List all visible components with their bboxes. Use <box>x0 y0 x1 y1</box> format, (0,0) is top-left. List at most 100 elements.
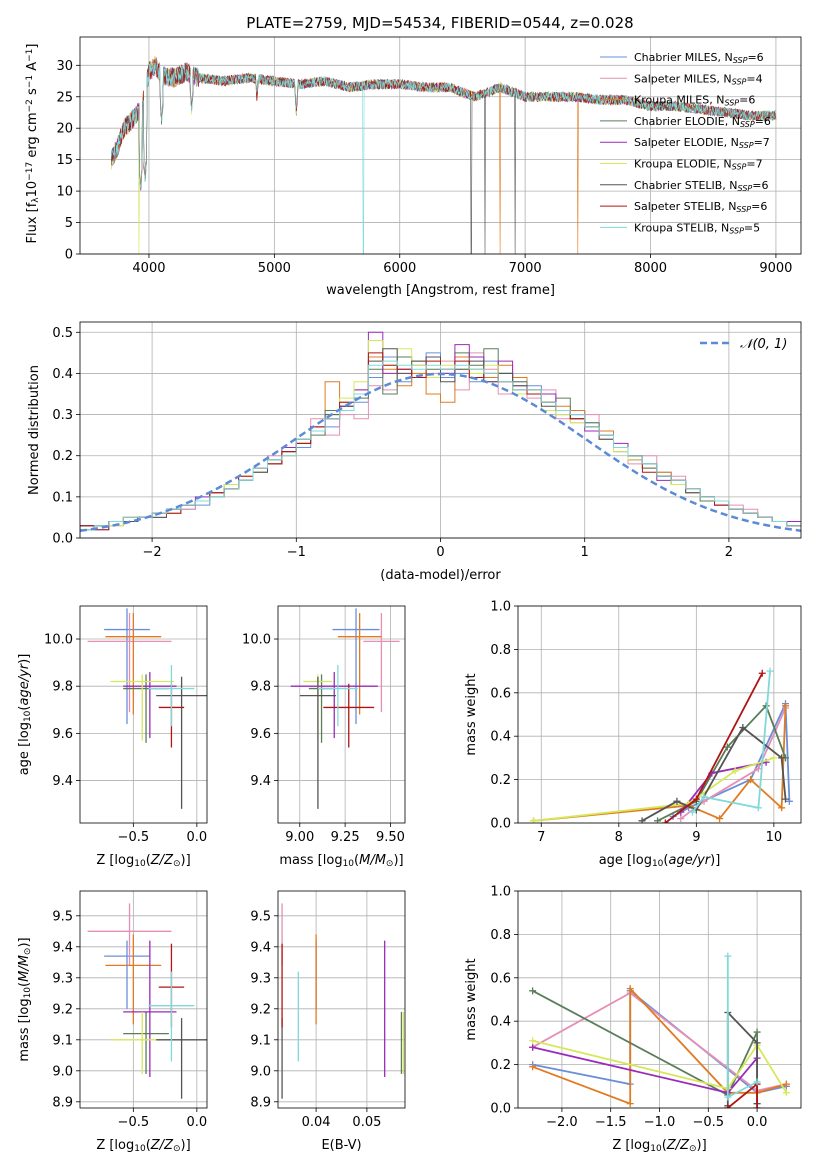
error-bar-point <box>323 683 375 748</box>
weight-marker <box>731 767 739 775</box>
weight-marker <box>770 754 778 762</box>
y-tick-label: 9.3 <box>250 971 271 986</box>
x-axis-label: Z [log10(Z/Z⊙)] <box>96 853 190 869</box>
weight-marker <box>673 797 681 805</box>
plot-area <box>87 903 207 1099</box>
x-tick-label: 10 <box>766 830 783 845</box>
axes-frame <box>277 605 406 824</box>
x-tick-label: 2 <box>725 545 733 560</box>
y-tick-label: 0.8 <box>490 928 511 943</box>
legend-entry: Kroupa ELODIE, NSSP=7 <box>634 158 763 172</box>
weight-line <box>641 726 787 822</box>
x-tick-label: 1 <box>581 545 589 560</box>
x-axis-label: Z [log10(Z/Z⊙)] <box>612 1138 706 1154</box>
axes-frame <box>79 321 802 539</box>
y-tick-label: 9.8 <box>250 680 271 695</box>
x-tick-label: 0.0 <box>186 830 207 845</box>
spectrum-line <box>111 60 777 254</box>
x-axis-label: E(B-V) <box>321 1138 361 1153</box>
y-tick-label: 1.0 <box>490 885 511 900</box>
error-bar-point <box>156 676 207 809</box>
error-bar-point <box>104 608 150 724</box>
y-tick-label: 0.2 <box>490 773 511 788</box>
error-bar-point <box>87 613 172 713</box>
weight-marker <box>529 1043 537 1051</box>
weight-line <box>532 986 787 1106</box>
y-tick-label: 0.4 <box>52 367 73 382</box>
y-tick-label: 1.0 <box>490 600 511 615</box>
y-tick-label: 0.3 <box>52 408 73 423</box>
y-tick-label: 0.1 <box>52 490 73 505</box>
x-tick-label: 0.0 <box>186 1115 207 1130</box>
y-tick-label: 9.2 <box>52 1002 73 1017</box>
weight-line <box>532 1039 788 1094</box>
y-tick-label: 0.8 <box>490 643 511 658</box>
y-tick-label: 0.0 <box>490 1102 511 1117</box>
y-tick-label: 0.2 <box>490 1058 511 1073</box>
y-tick-label: 8.9 <box>52 1095 73 1110</box>
panel-age-vs-Z: −0.5 0.0 9.4 9.6 9.8 10.0 Z [log10(Z/Z⊙)] age [… <box>17 605 208 869</box>
weight-marker <box>724 1093 732 1101</box>
panel-residual-histogram: −2 −1 0 1 2 0.0 0.1 0.2 0.3 0.4 0.5 𝒩(0, 1) (data-mo… <box>27 321 802 583</box>
y-tick-label: 9.5 <box>250 909 271 924</box>
error-bar-point <box>156 1018 207 1099</box>
weight-marker <box>754 804 762 812</box>
axes-frame <box>517 605 802 824</box>
x-tick-label: 8 <box>615 830 623 845</box>
y-tick-label: 30 <box>56 59 73 74</box>
y-tick-label: 9.2 <box>250 1002 271 1017</box>
x-tick-label: 8000 <box>634 261 667 276</box>
y-tick-label: 0.0 <box>52 532 73 547</box>
weight-marker <box>688 808 696 816</box>
weight-marker <box>778 754 786 762</box>
plot-area <box>80 331 801 538</box>
y-axis-label: Normed distribution <box>27 365 42 495</box>
x-tick-label: −2 <box>143 545 162 560</box>
error-bar-point <box>317 664 358 727</box>
x-tick-label: 0.04 <box>302 1115 331 1130</box>
gaussian-curve <box>80 372 801 533</box>
x-tick-label: 9 <box>692 830 700 845</box>
axes-frame <box>517 890 802 1109</box>
plot-area <box>281 903 405 1099</box>
y-tick-label: 9.4 <box>52 774 73 789</box>
weight-marker <box>626 1100 634 1108</box>
axes-frame <box>79 605 208 824</box>
y-tick-label: 9.3 <box>52 971 73 986</box>
y-tick-label: 9.6 <box>250 727 271 742</box>
x-tick-label: 6000 <box>383 261 416 276</box>
y-tick-label: 10.0 <box>242 633 271 648</box>
weight-marker <box>724 952 732 960</box>
weight-marker <box>661 819 669 823</box>
legend-entry: 𝒩(0, 1) <box>740 337 787 352</box>
y-axis-label: mass weight <box>464 673 479 755</box>
x-tick-label: 0.0 <box>747 1115 768 1130</box>
weight-marker <box>529 1063 537 1071</box>
panel-mass-weight-vs-age: 7 8 9 10 0.0 0.2 0.4 0.6 0.8 1.0 age [log10(age/yr… <box>464 600 802 869</box>
error-bar-point <box>105 934 162 1025</box>
histogram-step <box>80 360 801 538</box>
weight-marker <box>638 817 646 823</box>
error-bar-point <box>337 613 382 715</box>
error-bar-point <box>332 608 380 724</box>
weight-marker <box>692 795 700 803</box>
weight-marker <box>758 669 766 677</box>
y-tick-label: 20 <box>56 122 73 137</box>
y-tick-label: 0.6 <box>490 686 511 701</box>
y-tick-label: 8.9 <box>250 1095 271 1110</box>
weight-marker <box>782 1089 790 1097</box>
weight-marker <box>700 793 708 801</box>
error-bar-point <box>148 664 195 727</box>
y-tick-label: 9.1 <box>52 1033 73 1048</box>
x-tick-label: 9000 <box>759 261 792 276</box>
weight-marker <box>753 1104 761 1108</box>
error-bar-point <box>363 613 400 713</box>
panel-mass-weight-vs-Z: −2.0 −1.5 −1.0 −0.5 0.0 0.0 0.2 0.4 0.6 0.8 1.0 Z [… <box>464 885 802 1154</box>
panel-age-vs-mass: 9.00 9.25 9.50 9.4 9.6 9.8 10.0 mass [log10(M/M… <box>242 605 406 869</box>
y-tick-label: 9.0 <box>52 1064 73 1079</box>
panel-mass-vs-EBV: 0.04 0.05 8.9 9.0 9.1 9.2 9.3 9.4 9.5 E(B-V) <box>250 890 406 1153</box>
weight-marker <box>739 724 747 732</box>
y-tick-label: 9.4 <box>250 940 271 955</box>
x-axis-label: (data-model)/error <box>380 568 501 583</box>
y-tick-label: 0.2 <box>52 449 73 464</box>
